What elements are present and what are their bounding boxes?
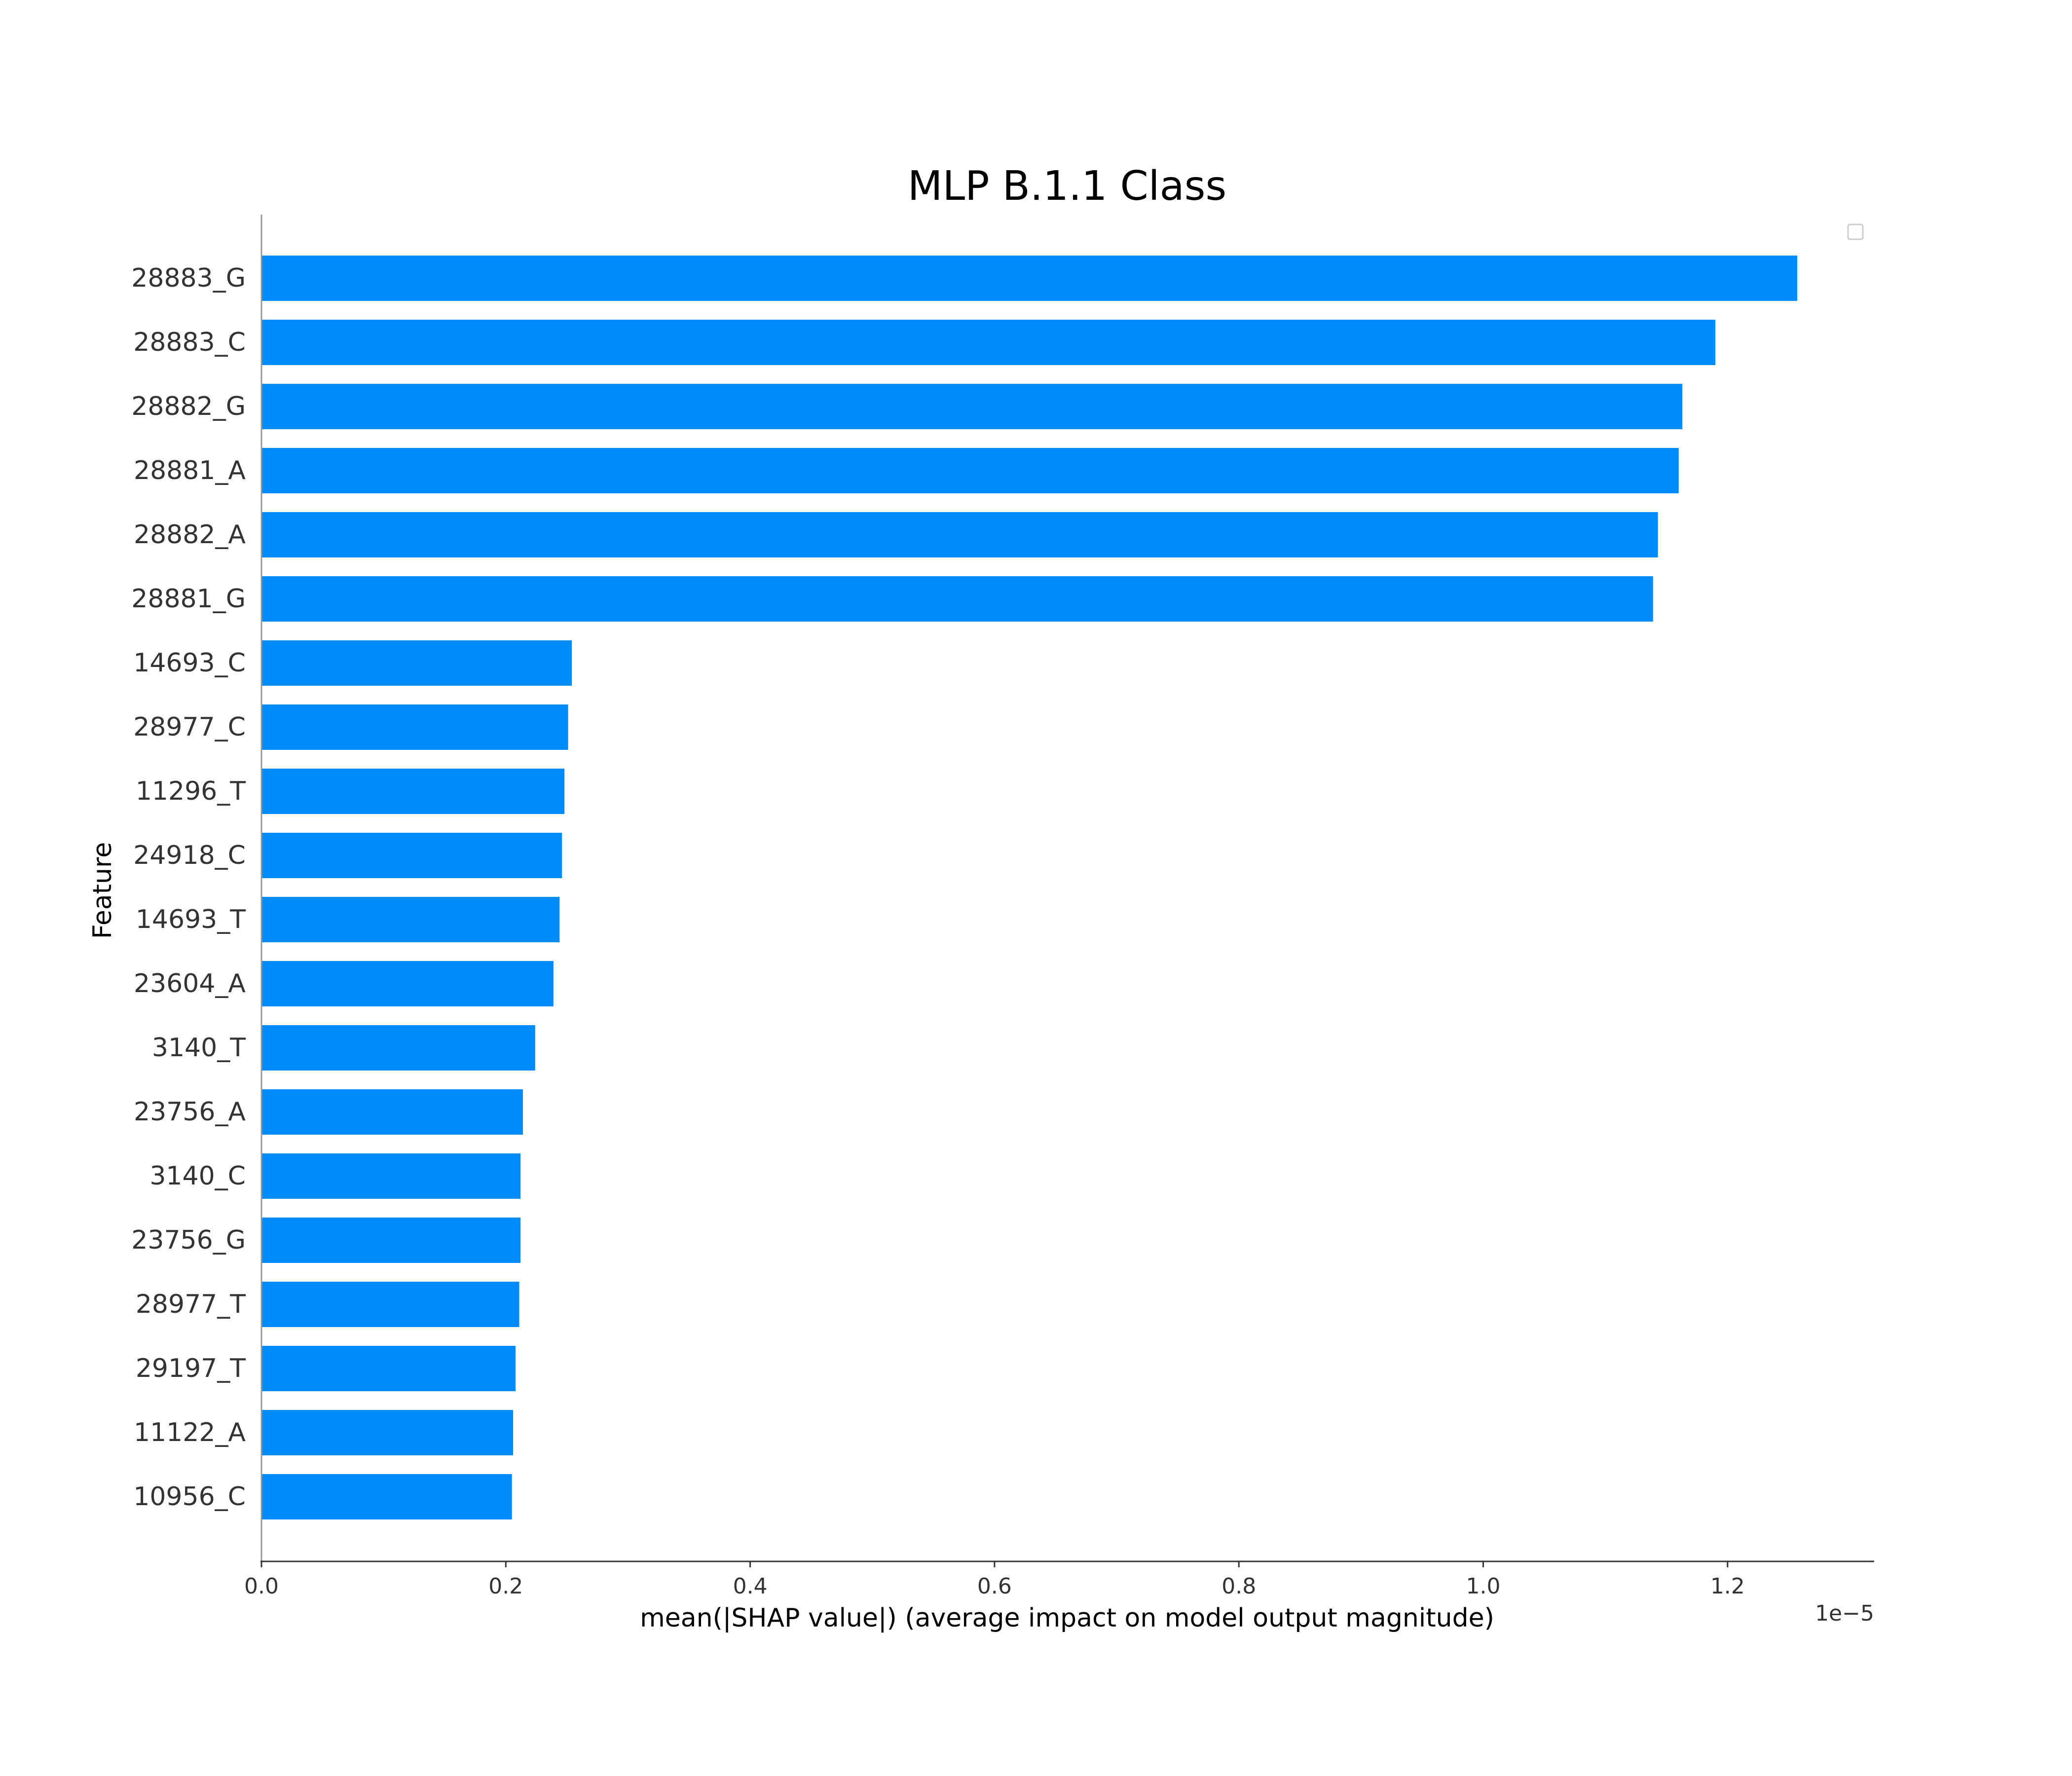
bar-10956_C bbox=[261, 1474, 512, 1519]
y-tick-label: 24918_C bbox=[133, 841, 246, 870]
x-tick-label: 0.4 bbox=[733, 1574, 768, 1599]
x-tick-label: 0.0 bbox=[244, 1574, 279, 1599]
y-tick-label: 11122_A bbox=[134, 1418, 246, 1447]
bar-23604_A bbox=[261, 961, 554, 1006]
bar-23756_G bbox=[261, 1218, 521, 1263]
y-tick-label: 28882_A bbox=[134, 520, 246, 550]
y-tick-label: 23604_A bbox=[134, 969, 246, 999]
y-tick-label: 23756_A bbox=[134, 1097, 246, 1127]
x-tick-label: 0.2 bbox=[488, 1574, 523, 1599]
y-tick-label: 14693_C bbox=[133, 648, 246, 678]
x-tick-label: 1.2 bbox=[1710, 1574, 1745, 1599]
chart-title: MLP B.1.1 Class bbox=[908, 163, 1226, 210]
bar-28883_C bbox=[261, 320, 1716, 365]
legend-box bbox=[1847, 223, 1864, 240]
y-tick-label: 29197_T bbox=[136, 1354, 246, 1383]
bar-28881_A bbox=[261, 448, 1679, 493]
y-tick-label: 28883_C bbox=[133, 328, 246, 357]
bar-29197_T bbox=[261, 1346, 516, 1391]
bar-3140_C bbox=[261, 1153, 521, 1199]
x-axis: 0.0 0.2 0.4 0.6 0.8 1.0 1.2 bbox=[244, 1561, 1745, 1599]
bar-14693_T bbox=[261, 897, 560, 942]
bar-23756_A bbox=[261, 1089, 523, 1135]
y-tick-label: 28977_C bbox=[133, 712, 246, 742]
y-tick-label: 28881_G bbox=[131, 584, 246, 614]
bar-28881_G bbox=[261, 576, 1653, 622]
y-tick-label: 28883_G bbox=[131, 263, 246, 293]
x-axis-offset-label: 1e−5 bbox=[1815, 1601, 1874, 1626]
bar-11122_A bbox=[261, 1410, 514, 1455]
bar-28882_G bbox=[261, 384, 1683, 429]
x-tick-label: 1.0 bbox=[1466, 1574, 1501, 1599]
bar-24918_C bbox=[261, 833, 562, 878]
bar-3140_T bbox=[261, 1025, 535, 1071]
y-tick-label: 28977_T bbox=[136, 1290, 246, 1319]
y-tick-labels: 28883_G 28883_C 28882_G 28881_A 28882_A 28881… bbox=[131, 263, 246, 1512]
y-tick-label: 3140_C bbox=[149, 1161, 246, 1191]
bar-28977_T bbox=[261, 1282, 519, 1327]
y-tick-label: 10956_C bbox=[133, 1482, 246, 1512]
y-tick-label: 3140_T bbox=[152, 1033, 246, 1063]
bar-14693_C bbox=[261, 640, 572, 686]
y-tick-label: 14693_T bbox=[136, 905, 246, 934]
x-tick-label: 0.6 bbox=[977, 1574, 1012, 1599]
y-tick-label: 23756_G bbox=[131, 1225, 246, 1255]
y-tick-label: 11296_T bbox=[136, 777, 246, 806]
y-axis-title: Feature bbox=[88, 842, 117, 939]
y-tick-label: 28882_G bbox=[131, 392, 246, 421]
bar-28882_A bbox=[261, 512, 1658, 557]
y-tick-label: 28881_A bbox=[134, 456, 246, 485]
bars-group bbox=[261, 256, 1797, 1519]
bar-11296_T bbox=[261, 769, 565, 814]
x-tick-label: 0.8 bbox=[1221, 1574, 1256, 1599]
bar-28883_G bbox=[261, 256, 1797, 301]
bar-28977_C bbox=[261, 704, 568, 750]
x-axis-title: mean(|SHAP value|) (average impact on mo… bbox=[640, 1603, 1494, 1633]
